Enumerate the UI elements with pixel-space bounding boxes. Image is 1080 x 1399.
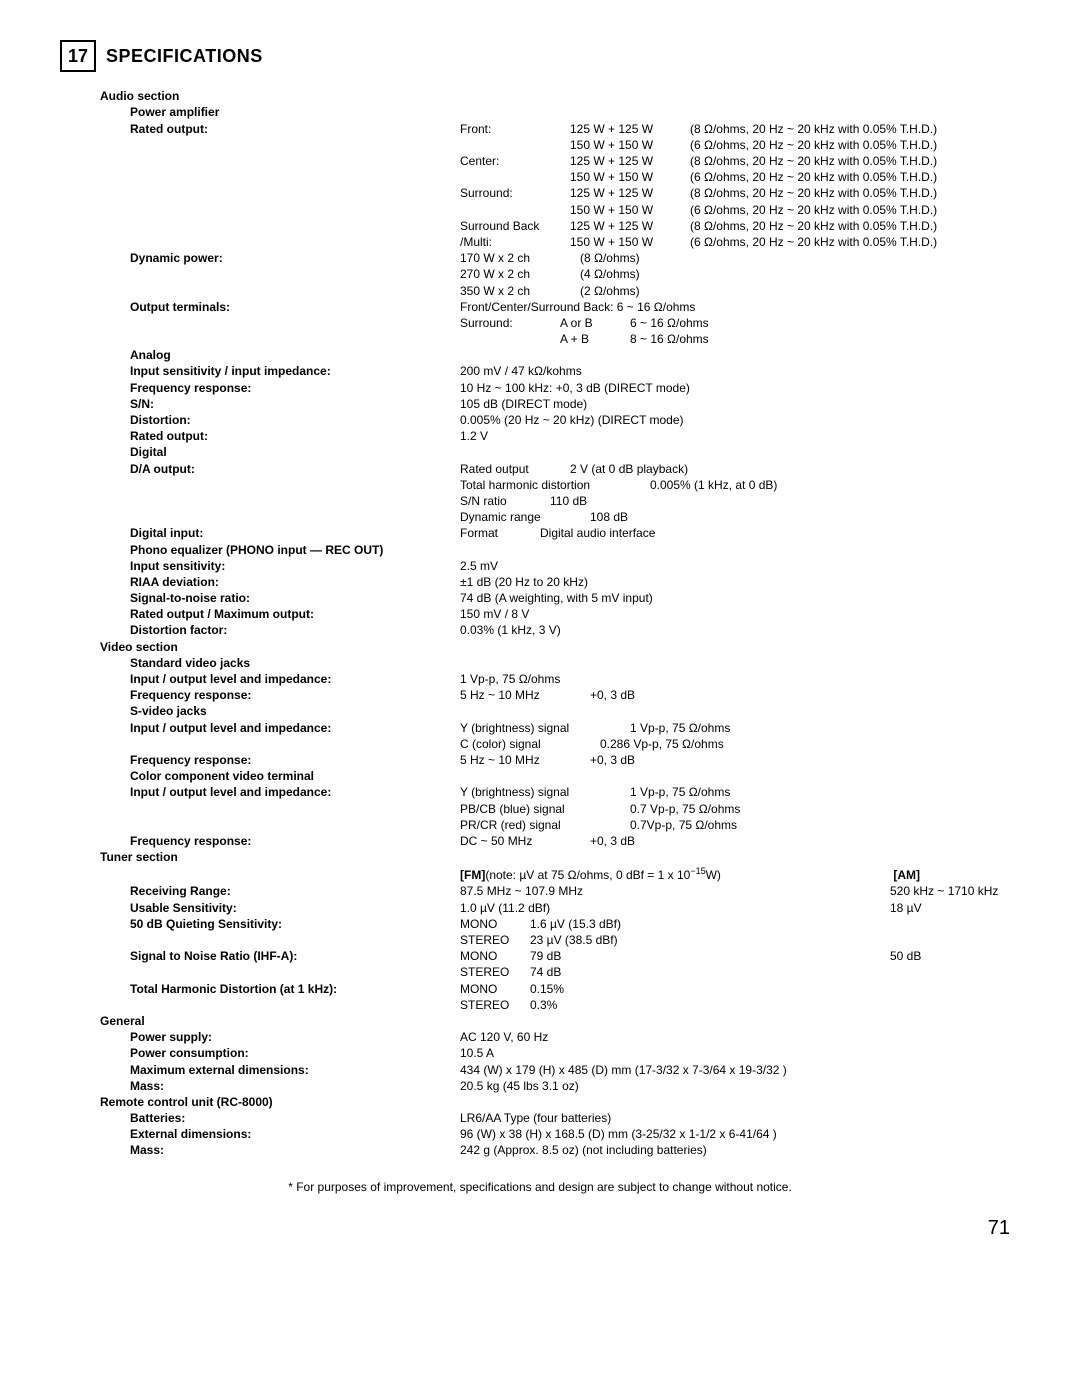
- am-label: [AM]: [893, 867, 920, 883]
- distf-label: Distortion factor:: [130, 622, 460, 638]
- dynamic-power-label: Dynamic power:: [130, 250, 460, 299]
- usable-sensitivity-label: Usable Sensitivity:: [130, 900, 460, 916]
- stn-label: Signal-to-noise ratio:: [130, 590, 460, 606]
- standard-video-heading: Standard video jacks: [130, 655, 1020, 671]
- batteries-value: LR6/AA Type (four batteries): [460, 1110, 1020, 1126]
- frequency-response-label: Frequency response:: [130, 380, 460, 396]
- sn-value: 105 dB (DIRECT mode): [460, 396, 1020, 412]
- analog-heading: Analog: [130, 347, 1020, 363]
- rated-output2-value: 1.2 V: [460, 428, 1020, 444]
- rated-output-values: Front:125 W + 125 W(8 Ω/ohms, 20 Hz ~ 20…: [460, 121, 1020, 251]
- power-amplifier-heading: Power amplifier: [130, 104, 1020, 120]
- max-dimensions-value: 434 (W) x 179 (H) x 485 (D) mm (17-3/32 …: [460, 1062, 1020, 1078]
- distortion-label: Distortion:: [130, 412, 460, 428]
- dynamic-power-row: Dynamic power: 170 W x 2 ch(8 Ω/ohms) 27…: [130, 250, 1020, 299]
- io2-row: Input / output level and impedance: Y (b…: [130, 720, 1020, 752]
- io3-row: Input / output level and impedance: Y (b…: [130, 784, 1020, 833]
- da-output-label: D/A output:: [130, 461, 460, 526]
- title-row: 17 SPECIFICATIONS: [60, 40, 1020, 72]
- rated-output2-label: Rated output:: [130, 428, 460, 444]
- power-consumption-value: 10.5 A: [460, 1045, 1020, 1061]
- section-title: SPECIFICATIONS: [106, 44, 263, 68]
- distortion-value: 0.005% (20 Hz ~ 20 kHz) (DIRECT mode): [460, 412, 1020, 428]
- power-supply-label: Power supply:: [130, 1029, 460, 1045]
- thd-row: Total Harmonic Distortion (at 1 kHz): MO…: [130, 981, 1020, 1013]
- rated-output-label: Rated output:: [130, 121, 460, 251]
- audio-section-heading: Audio section: [100, 88, 1020, 104]
- output-terminals-row: Output terminals: Front/Center/Surround …: [130, 299, 1020, 348]
- power-supply-value: AC 120 V, 60 Hz: [460, 1029, 1020, 1045]
- receiving-range-label: Receiving Range:: [130, 883, 460, 899]
- input-sensitivity2-value: 2.5 mV: [460, 558, 1020, 574]
- batteries-label: Batteries:: [130, 1110, 460, 1126]
- romax-label: Rated output / Maximum output:: [130, 606, 460, 622]
- color-component-heading: Color component video terminal: [130, 768, 1020, 784]
- remote-heading: Remote control unit (RC-8000): [100, 1094, 1020, 1110]
- da-output-row: D/A output: Rated output2 V (at 0 dB pla…: [130, 461, 1020, 526]
- io-label: Input / output level and impedance:: [130, 671, 460, 687]
- snr-row: Signal to Noise Ratio (IHF-A): MONO79 dB…: [130, 948, 1020, 980]
- mass-value: 20.5 kg (45 lbs 3.1 oz): [460, 1078, 1020, 1094]
- frequency-response-value: 10 Hz ~ 100 kHz: +0, 3 dB (DIRECT mode): [460, 380, 1020, 396]
- io-value: 1 Vp-p, 75 Ω/ohms: [460, 671, 1020, 687]
- remote-mass-value: 242 g (Approx. 8.5 oz) (not including ba…: [460, 1142, 1020, 1158]
- thd-label: Total Harmonic Distortion (at 1 kHz):: [130, 981, 460, 1013]
- quieting-sensitivity-row: 50 dB Quieting Sensitivity: MONO1.6 µV (…: [130, 916, 1020, 948]
- general-heading: General: [100, 1013, 1020, 1029]
- distf-value: 0.03% (1 kHz, 3 V): [460, 622, 1020, 638]
- phono-heading: Phono equalizer (PHONO input — REC OUT): [130, 542, 1020, 558]
- snr-label: Signal to Noise Ratio (IHF-A):: [130, 948, 460, 980]
- riaa-value: ±1 dB (20 Hz to 20 kHz): [460, 574, 1020, 590]
- fr-label: Frequency response:: [130, 687, 460, 703]
- video-section-heading: Video section: [100, 639, 1020, 655]
- stn-value: 74 dB (A weighting, with 5 mV input): [460, 590, 1020, 606]
- output-terminals-label: Output terminals:: [130, 299, 460, 348]
- input-sensitivity-value: 200 mV / 47 kΩ/kohms: [460, 363, 1020, 379]
- digital-heading: Digital: [130, 444, 1020, 460]
- fm-note: [FM] (note: µV at 75 Ω/ohms, 0 dBf = 1 x…: [460, 865, 890, 883]
- page-number: 71: [60, 1215, 1010, 1242]
- quieting-sensitivity-label: 50 dB Quieting Sensitivity:: [130, 916, 460, 948]
- section-number: 17: [60, 40, 96, 72]
- fr2-label: Frequency response:: [130, 752, 460, 768]
- footnote: * For purposes of improvement, specifica…: [60, 1179, 1020, 1195]
- riaa-label: RIAA deviation:: [130, 574, 460, 590]
- tuner-header-row: [FM] (note: µV at 75 Ω/ohms, 0 dBf = 1 x…: [130, 865, 1020, 883]
- svideo-heading: S-video jacks: [130, 703, 1020, 719]
- sn-label: S/N:: [130, 396, 460, 412]
- remote-mass-label: Mass:: [130, 1142, 460, 1158]
- max-dimensions-label: Maximum external dimensions:: [130, 1062, 460, 1078]
- io2-label: Input / output level and impedance:: [130, 720, 460, 752]
- external-dimensions-label: External dimensions:: [130, 1126, 460, 1142]
- input-sensitivity-label: Input sensitivity / input impedance:: [130, 363, 460, 379]
- digital-input-label: Digital input:: [130, 525, 460, 541]
- rated-output-row: Rated output: Front:125 W + 125 W(8 Ω/oh…: [130, 121, 1020, 251]
- fr3-label: Frequency response:: [130, 833, 460, 849]
- mass-label: Mass:: [130, 1078, 460, 1094]
- input-sensitivity2-label: Input sensitivity:: [130, 558, 460, 574]
- romax-value: 150 mV / 8 V: [460, 606, 1020, 622]
- power-consumption-label: Power consumption:: [130, 1045, 460, 1061]
- external-dimensions-value: 96 (W) x 38 (H) x 168.5 (D) mm (3-25/32 …: [460, 1126, 1020, 1142]
- io3-label: Input / output level and impedance:: [130, 784, 460, 833]
- tuner-section-heading: Tuner section: [100, 849, 1020, 865]
